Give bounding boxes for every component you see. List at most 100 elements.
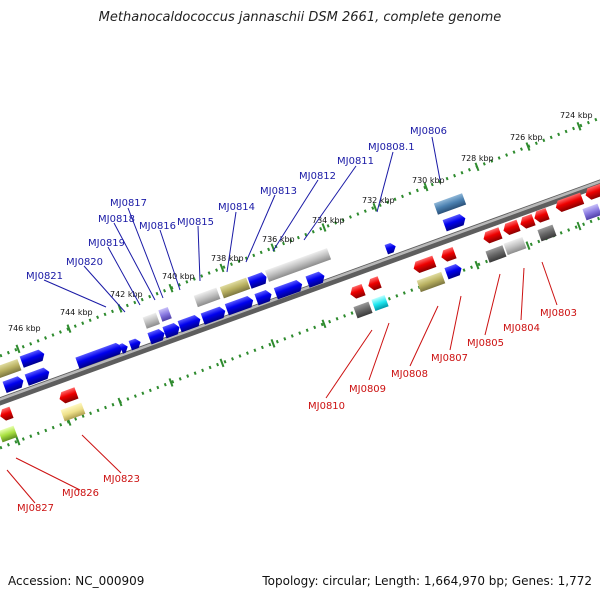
gene-label[interactable]: MJ0819 xyxy=(88,238,125,249)
gene-arrow[interactable] xyxy=(439,246,457,263)
reverse-gene-labels: MJ0803 MJ0804 MJ0805 MJ0807 MJ0808 MJ080… xyxy=(17,308,577,514)
kbp-label: 726 kbp xyxy=(510,133,543,142)
gene-arrow[interactable] xyxy=(57,387,79,404)
gene-label[interactable]: MJ0821 xyxy=(26,271,63,282)
scale-tick-labels: 724 kbp 726 kbp 728 kbp 730 kbp 732 kbp … xyxy=(8,111,593,333)
gene-arrow[interactable] xyxy=(444,263,463,280)
gene-label[interactable]: MJ0815 xyxy=(177,217,214,228)
gene-arrow[interactable] xyxy=(433,193,467,215)
gene-label[interactable]: MJ0811 xyxy=(337,156,374,167)
gene-arrow[interactable] xyxy=(247,271,268,289)
scale-tick xyxy=(525,142,531,151)
gene-arrow[interactable] xyxy=(24,366,52,386)
gene-label[interactable]: MJ0826 xyxy=(62,488,99,499)
scale-tick xyxy=(66,324,72,333)
kbp-label: 738 kbp xyxy=(211,254,244,263)
kbp-label: 746 kbp xyxy=(8,324,41,333)
gene-arrow[interactable] xyxy=(485,245,507,263)
gene-label[interactable]: MJ0812 xyxy=(299,171,336,182)
gene-label[interactable]: MJ0814 xyxy=(218,202,255,213)
gene-arrow[interactable] xyxy=(19,348,47,368)
gene-arrow[interactable] xyxy=(60,402,86,422)
scale-tick xyxy=(168,378,174,387)
gene-arrow[interactable] xyxy=(584,182,600,201)
gene-label[interactable]: MJ0816 xyxy=(139,221,176,232)
gene-arrow[interactable] xyxy=(142,312,160,329)
gene-arrow[interactable] xyxy=(305,270,326,288)
gene-label[interactable]: MJ0820 xyxy=(66,257,103,268)
forward-leader-lines xyxy=(43,136,441,313)
gene-label[interactable]: MJ0827 xyxy=(17,503,54,514)
gene-arrow[interactable] xyxy=(128,337,143,351)
gene-arrow[interactable] xyxy=(481,227,503,244)
gene-arrow[interactable] xyxy=(0,406,14,422)
kbp-label: 730 kbp xyxy=(412,176,445,185)
gene-arrow[interactable] xyxy=(264,248,332,282)
gene-arrow[interactable] xyxy=(537,224,557,242)
gene-label[interactable]: MJ0817 xyxy=(110,198,147,209)
gene-arrow[interactable] xyxy=(162,322,181,339)
gene-arrow[interactable] xyxy=(158,306,172,322)
gene-arrow[interactable] xyxy=(366,276,382,291)
gene-arrow[interactable] xyxy=(254,289,273,306)
scale-tick xyxy=(525,241,531,250)
gene-arrow[interactable] xyxy=(348,283,366,300)
gene-label[interactable]: MJ0804 xyxy=(503,323,540,334)
gene-arrow[interactable] xyxy=(177,314,203,333)
gene-arrow[interactable] xyxy=(273,279,304,300)
gene-arrow[interactable] xyxy=(554,192,585,214)
gene-label[interactable]: MJ0808.1 xyxy=(368,142,415,153)
kbp-label: 734 kbp xyxy=(312,216,345,225)
gene-arrow[interactable] xyxy=(353,301,373,319)
gene-arrow[interactable] xyxy=(0,358,22,379)
scale-tick xyxy=(15,436,21,446)
reverse-leader-lines xyxy=(6,261,558,504)
gene-label[interactable]: MJ0807 xyxy=(431,353,468,364)
gene-arrow[interactable] xyxy=(532,207,550,224)
gene-label[interactable]: MJ0813 xyxy=(260,186,297,197)
scale-tick xyxy=(321,319,327,329)
scale-tick xyxy=(270,243,276,253)
gene-arrow[interactable] xyxy=(416,271,446,293)
scale-tick xyxy=(270,338,276,348)
gene-arrow[interactable] xyxy=(224,295,255,316)
genome-backbone xyxy=(0,179,600,406)
gene-arrow[interactable] xyxy=(193,287,221,308)
gene-arrow[interactable] xyxy=(518,213,536,230)
gene-arrow[interactable] xyxy=(147,328,166,345)
gene-arrow[interactable] xyxy=(0,425,18,443)
gene-arrow[interactable] xyxy=(200,305,228,325)
kbp-label: 728 kbp xyxy=(461,154,494,163)
scale-tick xyxy=(219,263,225,273)
gene-arrow[interactable] xyxy=(75,341,124,369)
kbp-label: 724 kbp xyxy=(560,111,593,120)
scale-tick xyxy=(576,221,582,231)
gene-arrow[interactable] xyxy=(501,219,521,237)
scale-line-upper xyxy=(0,116,600,358)
gene-arrow[interactable] xyxy=(119,342,129,354)
gene-arrow[interactable] xyxy=(371,294,389,312)
scale-tick xyxy=(576,121,582,131)
gene-label[interactable]: MJ0803 xyxy=(540,308,577,319)
gene-label[interactable]: MJ0818 xyxy=(98,214,135,225)
gene-label[interactable]: MJ0805 xyxy=(467,338,504,349)
gene-arrow[interactable] xyxy=(2,375,26,394)
kbp-label: 740 kbp xyxy=(162,272,195,281)
gene-arrow[interactable] xyxy=(219,277,251,299)
gene-label[interactable]: MJ0823 xyxy=(103,474,140,485)
gene-label[interactable]: MJ0810 xyxy=(308,401,345,412)
gene-arrow[interactable] xyxy=(582,203,600,221)
gene-label[interactable]: MJ0806 xyxy=(410,126,447,137)
gene-arrow[interactable] xyxy=(384,242,398,255)
genome-summary-text: Topology: circular; Length: 1,664,970 bp… xyxy=(262,574,592,588)
gene-arrow[interactable] xyxy=(442,213,468,232)
gene-arrow[interactable] xyxy=(503,236,527,256)
gene-label[interactable]: MJ0809 xyxy=(349,384,386,395)
scale-tick xyxy=(168,283,174,293)
scale-tick xyxy=(372,202,378,212)
kbp-label: 742 kbp xyxy=(110,290,143,299)
accession-text: Accession: NC_000909 xyxy=(8,574,145,588)
gene-label[interactable]: MJ0808 xyxy=(391,369,428,380)
gene-arrow[interactable] xyxy=(412,255,437,275)
